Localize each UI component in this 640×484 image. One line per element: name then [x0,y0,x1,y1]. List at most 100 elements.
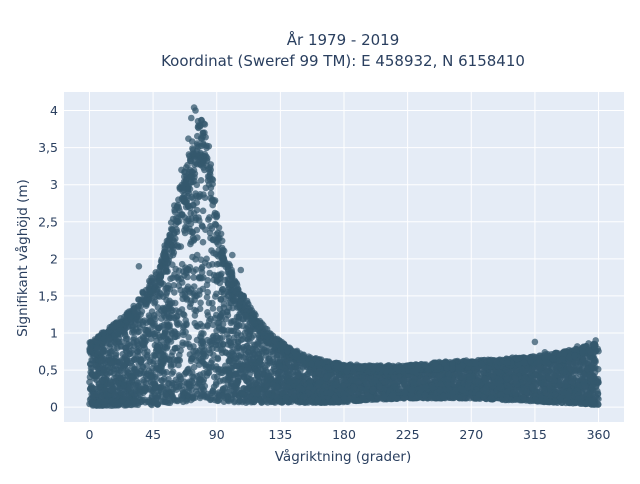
data-point [215,356,222,363]
data-point [217,335,224,342]
data-point [296,385,303,392]
data-point [124,358,131,365]
data-point [207,397,214,404]
data-point [193,266,200,273]
data-point [160,352,167,359]
data-point [270,350,277,357]
data-point [127,385,134,392]
data-point [589,398,596,405]
data-point [240,397,247,404]
data-point [199,269,206,276]
data-point [214,345,221,352]
data-point [179,296,186,303]
data-point [176,267,183,274]
data-point [144,348,151,355]
data-point [192,348,199,355]
data-point [323,375,330,382]
data-point [451,381,458,388]
data-point [301,393,308,400]
data-point [239,323,246,330]
data-point [164,397,171,404]
data-point [202,226,209,233]
data-point [207,316,214,323]
data-point [200,239,207,246]
data-point [182,287,189,294]
data-point [402,390,409,397]
data-point [436,373,443,380]
data-point [178,243,185,250]
data-point [192,312,199,319]
data-point [171,289,178,296]
data-point [286,379,293,386]
data-point [145,329,152,336]
data-point [118,343,125,350]
data-point [202,259,209,266]
data-point [165,285,172,292]
data-point [134,329,141,336]
data-point [231,328,238,335]
data-point [160,306,167,313]
data-point [223,316,230,323]
data-point [530,375,537,382]
data-point [131,356,138,363]
data-point [194,373,201,380]
data-point [583,388,590,395]
data-point [141,342,148,349]
data-point [156,366,163,373]
data-point [197,306,204,313]
data-point [200,208,207,215]
data-point [522,375,529,382]
data-point [231,399,238,406]
data-point [244,386,251,393]
data-point [194,227,201,234]
data-point [206,364,213,371]
data-point [220,386,227,393]
data-point [164,385,171,392]
data-point [233,363,240,370]
data-point [140,334,147,341]
data-point [288,364,295,371]
data-point [210,322,217,329]
data-point [155,392,162,399]
data-point [131,366,138,373]
data-point [186,385,193,392]
data-point [252,396,259,403]
data-point [376,384,383,391]
data-point [168,353,175,360]
data-point [569,379,576,386]
data-point [560,389,567,396]
data-point [504,389,511,396]
data-point [233,380,240,387]
data-point [212,366,219,373]
data-point [179,279,186,286]
data-point [255,385,262,392]
data-point [243,335,250,342]
data-point [229,318,236,325]
data-point [178,376,185,383]
data-point [109,360,116,367]
data-point [199,358,206,365]
data-point [167,276,174,283]
data-point [205,277,212,284]
data-point [191,297,198,304]
data-point [225,358,232,365]
data-point [107,349,114,356]
data-point [191,364,198,371]
data-point [168,363,175,370]
data-point [191,283,198,290]
data-point [187,205,194,212]
data-point [162,391,169,398]
data-point [190,291,197,298]
data-point [204,289,211,296]
data-point [138,357,145,364]
data-point [109,398,116,405]
data-point [220,286,227,293]
data-point [199,391,206,398]
data-point [229,349,236,356]
data-point [161,370,168,377]
data-point [208,247,215,254]
data-point [188,356,195,363]
data-point [213,291,220,298]
data-point [169,382,176,389]
